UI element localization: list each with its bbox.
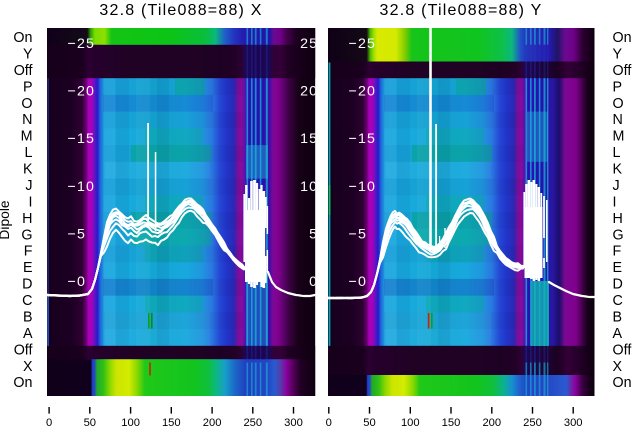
svg-text:F: F — [613, 244, 622, 260]
svg-text:200: 200 — [482, 417, 501, 429]
svg-text:Off: Off — [14, 63, 33, 79]
svg-text:50: 50 — [363, 417, 375, 429]
svg-text:G: G — [613, 227, 624, 243]
svg-text:0: 0 — [358, 274, 367, 290]
svg-text:M: M — [21, 129, 33, 145]
svg-text:50: 50 — [84, 417, 96, 429]
svg-text:250: 250 — [523, 417, 542, 429]
svg-text:−: − — [349, 274, 357, 290]
svg-text:O: O — [613, 96, 624, 112]
svg-text:5: 5 — [358, 226, 367, 242]
svg-text:I: I — [29, 194, 33, 210]
svg-text:−: − — [349, 226, 357, 242]
svg-text:X: X — [23, 359, 33, 375]
svg-text:300: 300 — [564, 417, 583, 429]
svg-text:B: B — [613, 310, 623, 326]
svg-text:Y: Y — [613, 46, 623, 62]
svg-text:25: 25 — [300, 36, 318, 52]
svg-text:X: X — [613, 359, 623, 375]
svg-text:10: 10 — [300, 179, 318, 195]
svg-text:H: H — [22, 211, 32, 227]
svg-text:M: M — [613, 129, 625, 145]
svg-text:Off: Off — [613, 63, 632, 79]
svg-text:−: − — [349, 36, 357, 52]
svg-text:A: A — [613, 326, 623, 342]
svg-text:−: − — [68, 36, 76, 52]
svg-text:E: E — [613, 260, 623, 276]
svg-text:K: K — [23, 162, 33, 178]
svg-text:32.8 (Tile088=88) Y: 32.8 (Tile088=88) Y — [380, 2, 543, 19]
svg-text:K: K — [613, 162, 623, 178]
svg-text:20: 20 — [358, 84, 376, 100]
svg-text:20: 20 — [77, 84, 95, 100]
svg-text:15: 15 — [358, 131, 376, 147]
svg-text:−: − — [349, 179, 357, 195]
svg-text:100: 100 — [121, 417, 140, 429]
svg-text:H: H — [613, 211, 623, 227]
svg-text:Off: Off — [14, 342, 33, 358]
svg-text:10: 10 — [77, 179, 95, 195]
svg-text:J: J — [613, 178, 620, 194]
svg-text:20: 20 — [300, 84, 318, 100]
svg-text:0: 0 — [46, 417, 52, 429]
svg-text:D: D — [613, 277, 623, 293]
svg-text:O: O — [21, 96, 32, 112]
svg-text:On: On — [13, 375, 32, 391]
svg-text:0: 0 — [326, 417, 332, 429]
svg-text:B: B — [23, 310, 33, 326]
svg-text:P: P — [613, 79, 623, 95]
svg-text:−: − — [68, 226, 76, 242]
svg-text:C: C — [22, 293, 32, 309]
svg-text:−: − — [68, 274, 76, 290]
svg-text:On: On — [13, 30, 32, 46]
svg-text:250: 250 — [243, 417, 262, 429]
svg-text:N: N — [22, 112, 32, 128]
svg-text:Y: Y — [23, 46, 33, 62]
svg-text:I: I — [613, 194, 617, 210]
svg-text:300: 300 — [284, 417, 303, 429]
svg-text:Off: Off — [613, 342, 632, 358]
svg-text:−: − — [68, 131, 76, 147]
svg-text:−: − — [349, 131, 357, 147]
svg-text:Dipole: Dipole — [0, 200, 12, 239]
svg-text:15: 15 — [77, 131, 95, 147]
svg-text:0: 0 — [309, 274, 318, 290]
svg-text:−: − — [68, 84, 76, 100]
svg-text:C: C — [613, 293, 623, 309]
svg-text:0: 0 — [77, 274, 86, 290]
svg-text:P: P — [23, 79, 33, 95]
svg-text:A: A — [23, 326, 33, 342]
svg-text:25: 25 — [358, 36, 376, 52]
svg-text:100: 100 — [401, 417, 420, 429]
svg-text:On: On — [613, 375, 632, 391]
svg-text:On: On — [613, 30, 632, 46]
svg-text:E: E — [23, 260, 33, 276]
svg-text:25: 25 — [77, 36, 95, 52]
svg-text:L: L — [613, 145, 621, 161]
svg-text:5: 5 — [77, 226, 86, 242]
svg-text:F: F — [24, 244, 33, 260]
svg-text:150: 150 — [162, 417, 181, 429]
svg-text:5: 5 — [309, 226, 318, 242]
svg-text:−: − — [349, 84, 357, 100]
svg-text:15: 15 — [300, 131, 318, 147]
svg-text:150: 150 — [442, 417, 461, 429]
svg-text:G: G — [21, 227, 32, 243]
svg-text:D: D — [22, 277, 32, 293]
svg-text:L: L — [25, 145, 33, 161]
svg-text:J: J — [25, 178, 32, 194]
svg-text:32.8 (Tile088=88) X: 32.8 (Tile088=88) X — [99, 2, 262, 19]
svg-text:10: 10 — [358, 179, 376, 195]
svg-text:200: 200 — [203, 417, 222, 429]
svg-text:−: − — [68, 179, 76, 195]
svg-text:N: N — [613, 112, 623, 128]
